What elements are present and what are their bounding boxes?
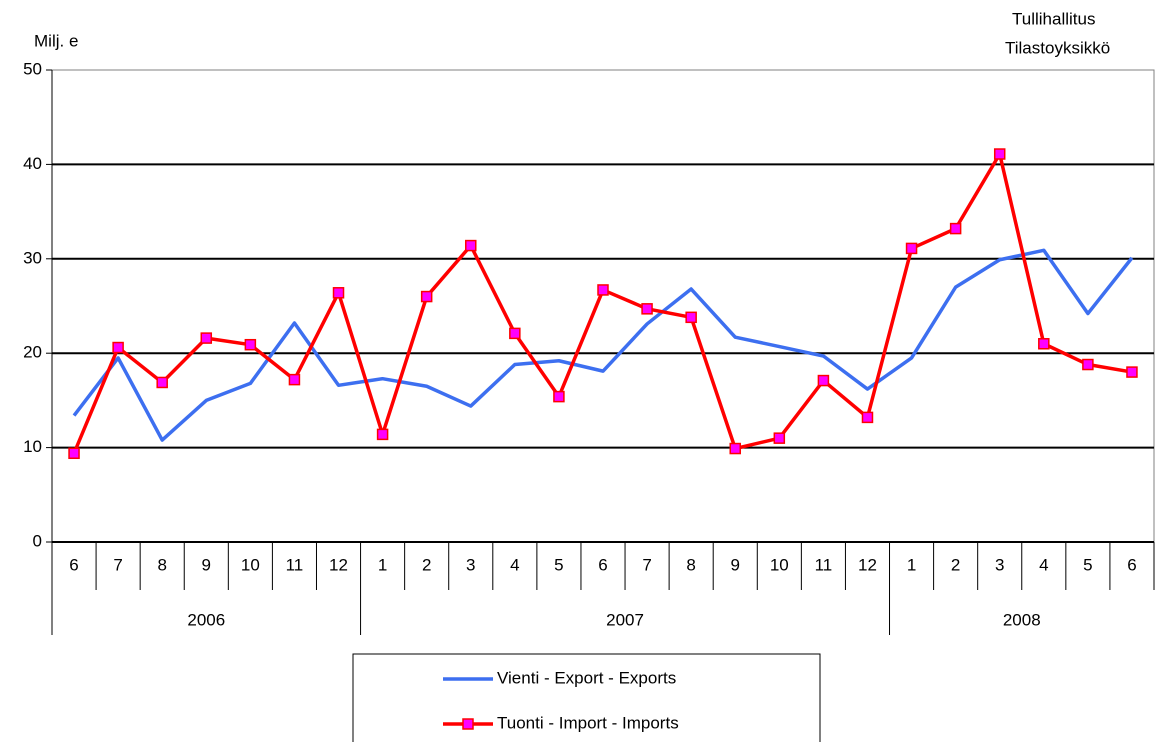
- x-tick-label: 11: [286, 555, 304, 574]
- x-tick-label: 4: [510, 555, 519, 574]
- series-line: [72, 248, 1134, 442]
- legend-label: Tuonti - Import - Imports: [497, 713, 679, 732]
- series-marker: [641, 303, 653, 315]
- x-tick-label: 5: [554, 555, 563, 574]
- y-tick-label: 20: [23, 343, 42, 362]
- series-marker: [200, 332, 213, 344]
- series-marker: [685, 311, 697, 324]
- series-marker: [729, 442, 741, 455]
- y-tick-label: 10: [23, 437, 42, 456]
- series-marker: [112, 341, 124, 354]
- series-marker: [376, 428, 389, 441]
- plot-area: [51, 69, 1155, 543]
- series-marker: [332, 287, 345, 299]
- series-marker: [773, 432, 786, 444]
- series-marker: [1126, 366, 1138, 378]
- series-marker: [817, 374, 830, 387]
- legend-marker: [462, 718, 474, 730]
- series-marker: [420, 290, 433, 303]
- x-tick-label: 12: [329, 555, 348, 574]
- x-tick-label: 12: [858, 555, 877, 574]
- series-marker: [1082, 358, 1094, 371]
- x-tick-label: 5: [1083, 555, 1092, 574]
- x-tick-label: 9: [202, 555, 211, 574]
- series-marker: [68, 447, 80, 460]
- x-tick-label: 2: [422, 555, 431, 574]
- x-tick-label: 2: [951, 555, 960, 574]
- legend-box: [352, 653, 821, 742]
- x-tick-label: 3: [466, 555, 475, 574]
- series-line: [72, 152, 1133, 454]
- source-line: Tilastoyksikkö: [1005, 38, 1110, 57]
- series-marker: [861, 411, 874, 424]
- x-tick-label: 11: [815, 555, 833, 574]
- x-tick-label: 1: [907, 555, 916, 574]
- x-tick-label: 3: [995, 555, 1004, 574]
- x-tick-label: 10: [770, 555, 789, 574]
- y-axis-label: Milj. e: [34, 31, 78, 50]
- x-tick-label: 10: [241, 555, 260, 574]
- series-marker: [1038, 338, 1050, 350]
- series-marker: [509, 327, 521, 340]
- y-tick-label: 50: [23, 59, 42, 78]
- x-tick-label: 4: [1039, 555, 1048, 574]
- legend-label: Vienti - Export - Exports: [497, 668, 676, 687]
- y-tick-label: 30: [23, 248, 42, 267]
- source-line: Tullihallitus: [1012, 9, 1095, 28]
- series-marker: [949, 222, 962, 235]
- y-tick-label: 40: [23, 154, 42, 173]
- year-label: 2006: [187, 610, 225, 629]
- x-tick-label: 8: [686, 555, 695, 574]
- x-tick-label: 7: [113, 555, 122, 574]
- series-marker: [244, 338, 257, 351]
- series-marker: [905, 242, 918, 255]
- x-tick-label: 7: [642, 555, 651, 574]
- x-tick-label: 1: [378, 555, 387, 574]
- series-marker: [465, 239, 477, 252]
- series-marker: [597, 284, 609, 296]
- year-label: 2008: [1003, 610, 1041, 629]
- series-marker: [156, 376, 168, 389]
- x-tick-label: 8: [157, 555, 166, 574]
- year-label: 2007: [606, 610, 644, 629]
- series-marker: [553, 390, 565, 403]
- y-tick-label: 0: [33, 531, 42, 550]
- x-tick-label: 9: [731, 555, 740, 574]
- x-tick-label: 6: [69, 555, 78, 574]
- x-tick-label: 6: [598, 555, 607, 574]
- series-marker: [993, 148, 1006, 160]
- x-tick-label: 6: [1127, 555, 1136, 574]
- series-marker: [288, 373, 301, 386]
